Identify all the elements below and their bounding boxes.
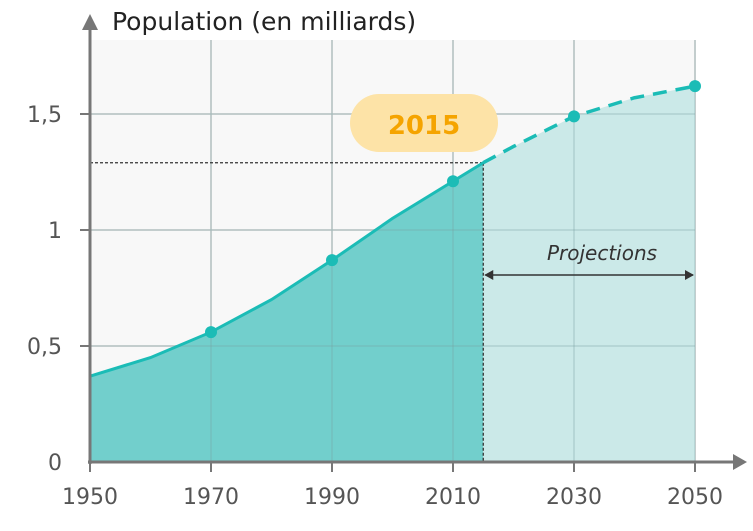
year-badge <box>350 94 498 152</box>
data-point <box>689 80 701 93</box>
year-badge-label: 2015 <box>388 111 460 141</box>
y-axis-arrow-icon <box>82 14 98 30</box>
data-point <box>568 110 580 123</box>
data-point <box>326 254 338 267</box>
markers <box>205 80 701 339</box>
data-point <box>205 326 217 339</box>
x-tick-label: 2050 <box>667 485 723 510</box>
x-tick-label: 1950 <box>62 485 118 510</box>
projections-label: Projections <box>547 241 657 265</box>
y-tick-label: 0 <box>48 451 62 476</box>
y-tick-label: 0,5 <box>27 335 62 360</box>
x-tick-label: 2010 <box>425 485 481 510</box>
data-point <box>447 175 459 188</box>
y-tick-label: 1 <box>48 219 62 244</box>
y-tick-label: 1,5 <box>27 103 62 128</box>
arrow-left-icon <box>484 270 494 280</box>
chart-title: Population (en milliards) <box>112 7 416 36</box>
arrow-right-icon <box>685 270 694 280</box>
x-axis-arrow-icon <box>733 454 747 470</box>
x-tick-label: 1990 <box>304 485 360 510</box>
observed-area <box>90 162 484 462</box>
observed-line <box>89 161 485 378</box>
x-tick-label: 1970 <box>183 485 239 510</box>
projection-area <box>483 86 695 462</box>
x-tick-label: 2030 <box>546 485 602 510</box>
projections-range-arrow <box>484 270 694 280</box>
